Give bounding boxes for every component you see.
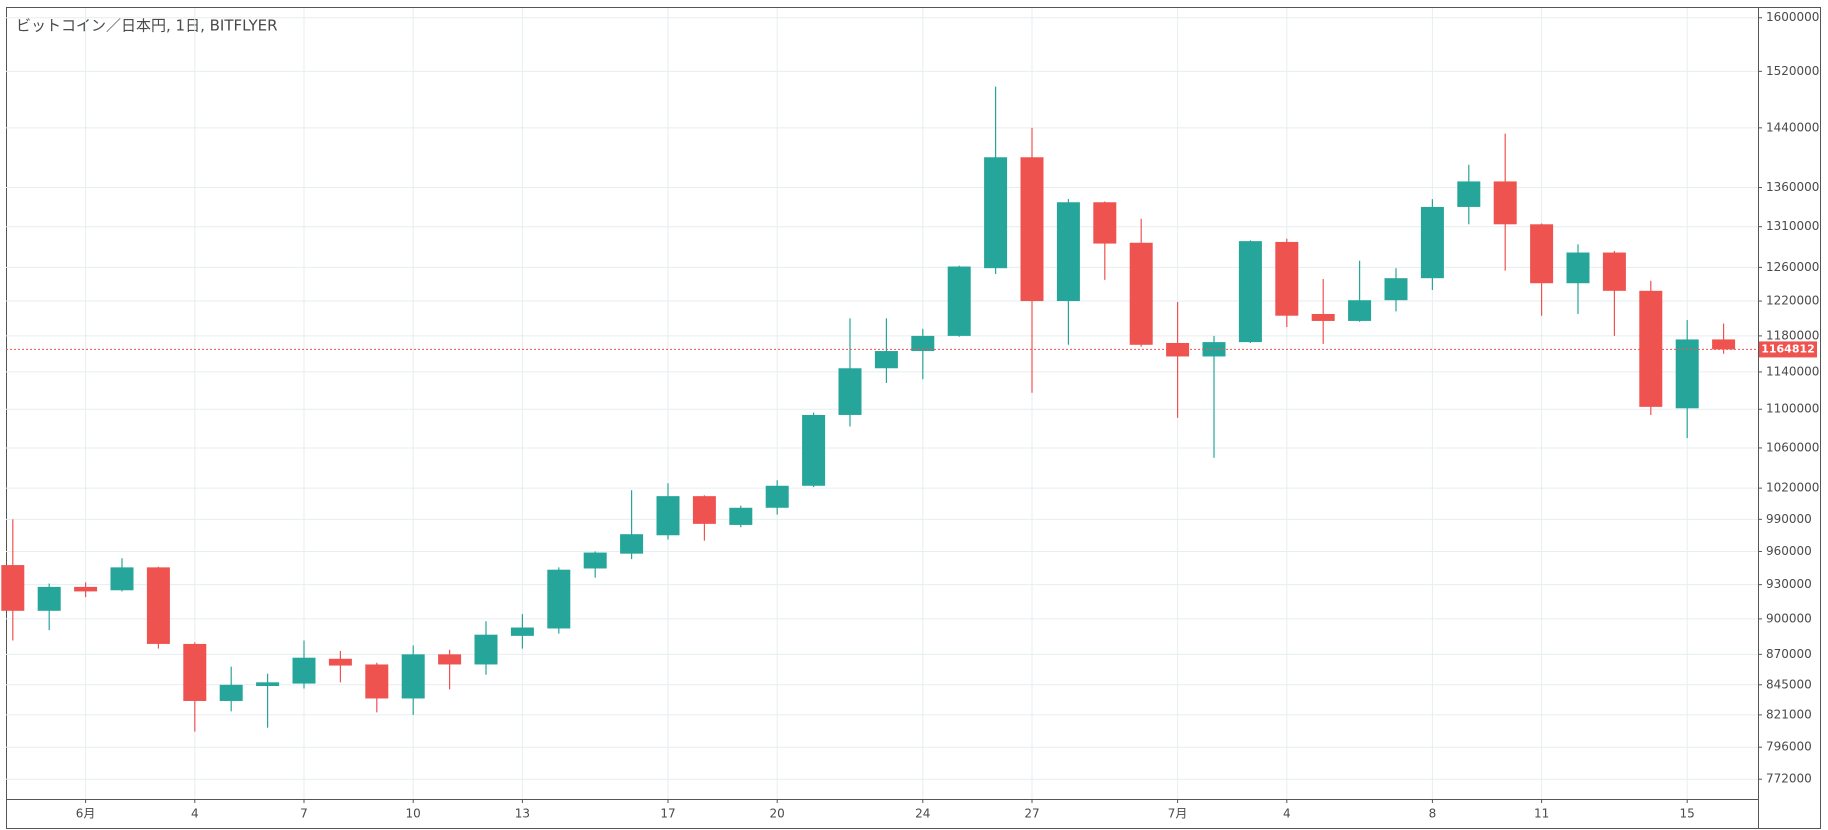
candle-body <box>1020 157 1044 302</box>
y-tick-label: 1180000 <box>1766 328 1819 342</box>
last-price-label: 1164812 <box>1761 342 1815 355</box>
candle-body <box>256 682 280 687</box>
x-tick-label: 7 <box>300 807 308 821</box>
y-tick-label: 990000 <box>1766 512 1812 526</box>
candle-body <box>838 368 862 415</box>
candle-body <box>510 627 534 636</box>
y-tick-label: 930000 <box>1766 577 1812 591</box>
candle-body <box>547 569 571 629</box>
x-tick-label: 24 <box>915 807 930 821</box>
y-tick-label: 1600000 <box>1766 10 1819 24</box>
candle-body <box>656 496 680 536</box>
x-tick-label: 13 <box>515 807 530 821</box>
x-tick-label: 17 <box>660 807 675 821</box>
candle-body <box>1348 300 1372 321</box>
candle-body <box>1275 241 1299 316</box>
x-tick-label: 8 <box>1429 807 1437 821</box>
candle-body <box>183 643 207 701</box>
x-tick-label: 15 <box>1680 807 1695 821</box>
x-tick-label: 11 <box>1534 807 1549 821</box>
x-tick-label: 20 <box>770 807 785 821</box>
y-tick-label: 1220000 <box>1766 294 1819 308</box>
y-tick-label: 1100000 <box>1766 402 1819 416</box>
y-tick-label: 900000 <box>1766 611 1812 625</box>
y-tick-label: 796000 <box>1766 740 1812 754</box>
candle-body <box>37 586 61 611</box>
candle-body <box>911 335 935 352</box>
candle-body <box>729 507 753 525</box>
x-tick-label: 10 <box>406 807 421 821</box>
candle-body <box>692 496 716 524</box>
x-tick-label: 4 <box>1283 807 1291 821</box>
candle-body <box>1166 342 1190 357</box>
candle-body <box>1384 278 1408 301</box>
candle-body <box>583 552 607 569</box>
candle-body <box>1566 252 1590 284</box>
candle-body <box>328 658 352 666</box>
candle-body <box>1129 242 1153 345</box>
y-tick-label: 845000 <box>1766 677 1812 691</box>
candle-body <box>1457 181 1481 207</box>
candle-body <box>219 684 243 701</box>
chart-title: ビットコイン／日本円, 1日, BITFLYER <box>16 17 278 35</box>
y-tick-label: 960000 <box>1766 544 1812 558</box>
y-tick-label: 1310000 <box>1766 219 1819 233</box>
y-tick-label: 1260000 <box>1766 260 1819 274</box>
candle-body <box>947 266 971 336</box>
x-tick-label: 6月 <box>76 807 96 821</box>
candle-body <box>474 634 498 665</box>
y-tick-label: 1060000 <box>1766 440 1819 454</box>
candle-body <box>110 567 134 591</box>
candle-body <box>365 664 389 699</box>
candle-body <box>1712 339 1736 350</box>
y-tick-label: 1440000 <box>1766 120 1819 134</box>
y-tick-label: 1140000 <box>1766 364 1819 378</box>
candle-body <box>1056 202 1080 302</box>
x-tick-label: 7月 <box>1168 807 1188 821</box>
candle-body <box>1602 252 1626 291</box>
candle-body <box>146 567 170 644</box>
candle-body <box>984 157 1008 269</box>
candle-body <box>802 414 826 486</box>
y-tick-label: 821000 <box>1766 707 1812 721</box>
last-price-box <box>1759 341 1817 358</box>
y-tick-label: 1020000 <box>1766 481 1819 495</box>
frame <box>6 7 1821 829</box>
y-tick-label: 1520000 <box>1766 64 1819 78</box>
candle-body <box>1311 313 1335 321</box>
candle-body <box>438 654 462 665</box>
candle-body <box>1639 290 1663 407</box>
candle-body <box>620 534 644 554</box>
y-tick-label: 772000 <box>1766 772 1812 786</box>
candle-body <box>765 485 789 508</box>
candle-body <box>1675 339 1699 409</box>
x-tick-label: 4 <box>191 807 199 821</box>
x-tick-label: 27 <box>1024 807 1039 821</box>
candle-body <box>1493 181 1517 225</box>
candle-body <box>74 586 98 592</box>
candle-body <box>1530 224 1554 284</box>
candle-body <box>401 654 425 699</box>
candle-body <box>292 657 316 684</box>
candle-body <box>1 565 25 611</box>
y-tick-label: 870000 <box>1766 647 1812 661</box>
candle-body <box>1420 206 1444 279</box>
candle-body <box>1238 241 1262 343</box>
candle-body <box>874 351 898 369</box>
candle-body <box>1093 202 1117 244</box>
y-tick-label: 1360000 <box>1766 180 1819 194</box>
